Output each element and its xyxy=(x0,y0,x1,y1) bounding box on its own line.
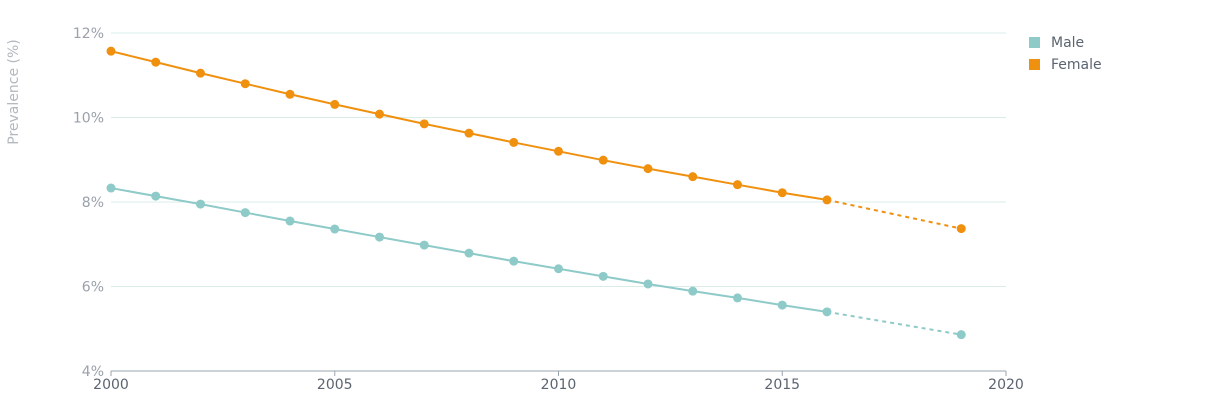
x-tick-label: 2000 xyxy=(93,377,129,393)
series-layer xyxy=(106,46,966,340)
data-point[interactable] xyxy=(509,137,519,147)
data-point[interactable] xyxy=(419,119,429,129)
gridlines xyxy=(111,32,1006,287)
axes: 4% 6% 8% 10% 12% 2000 2005 2010 2015 2020 xyxy=(73,26,1024,393)
data-point[interactable] xyxy=(822,195,832,205)
y-tick-label: 4% xyxy=(82,364,104,380)
data-point[interactable] xyxy=(240,208,250,218)
data-point[interactable] xyxy=(956,224,966,234)
y-tick-label: 6% xyxy=(82,280,104,296)
data-point[interactable] xyxy=(822,307,832,317)
legend-swatch xyxy=(1029,59,1040,70)
data-point[interactable] xyxy=(733,293,742,303)
data-point[interactable] xyxy=(643,164,653,174)
data-point[interactable] xyxy=(375,232,384,242)
data-point[interactable] xyxy=(196,68,205,78)
series-projection-female xyxy=(826,198,962,230)
series-projection-male xyxy=(826,310,962,336)
data-point[interactable] xyxy=(285,216,295,226)
series-male xyxy=(106,183,966,340)
data-point[interactable] xyxy=(196,199,205,209)
legend-label[interactable]: Female xyxy=(1051,57,1102,73)
y-tick-label: 10% xyxy=(73,111,104,127)
data-point[interactable] xyxy=(330,224,340,234)
data-point[interactable] xyxy=(151,191,161,201)
data-point[interactable] xyxy=(464,128,474,138)
data-point[interactable] xyxy=(688,286,698,296)
data-point[interactable] xyxy=(106,183,116,193)
data-point[interactable] xyxy=(554,146,563,156)
y-tick-label: 8% xyxy=(82,195,104,211)
data-point[interactable] xyxy=(733,180,742,190)
data-point[interactable] xyxy=(151,57,161,67)
data-point[interactable] xyxy=(598,155,608,165)
data-point[interactable] xyxy=(419,240,429,250)
data-point[interactable] xyxy=(330,99,340,109)
legend: Male Female xyxy=(1029,35,1102,73)
data-point[interactable] xyxy=(240,79,250,89)
legend-label[interactable]: Male xyxy=(1051,35,1084,51)
legend-swatch xyxy=(1029,37,1040,48)
data-point[interactable] xyxy=(777,300,787,310)
data-point[interactable] xyxy=(554,264,563,274)
x-tick-label: 2015 xyxy=(764,377,800,393)
data-point[interactable] xyxy=(375,109,384,119)
x-tick-label: 2020 xyxy=(988,377,1024,393)
data-point[interactable] xyxy=(106,46,116,56)
data-point[interactable] xyxy=(643,279,653,289)
series-line-female xyxy=(110,50,828,201)
data-point[interactable] xyxy=(285,89,295,99)
x-tick-label: 2005 xyxy=(317,377,353,393)
y-tick-label: 12% xyxy=(73,26,104,42)
data-point[interactable] xyxy=(688,172,698,182)
data-point[interactable] xyxy=(509,256,519,266)
data-point[interactable] xyxy=(956,330,966,340)
data-point[interactable] xyxy=(598,271,608,281)
data-point[interactable] xyxy=(464,248,474,258)
data-point[interactable] xyxy=(777,188,787,198)
x-tick-label: 2010 xyxy=(541,377,577,393)
series-female xyxy=(106,46,966,234)
y-axis-label: Prevalence (%) xyxy=(6,39,22,145)
